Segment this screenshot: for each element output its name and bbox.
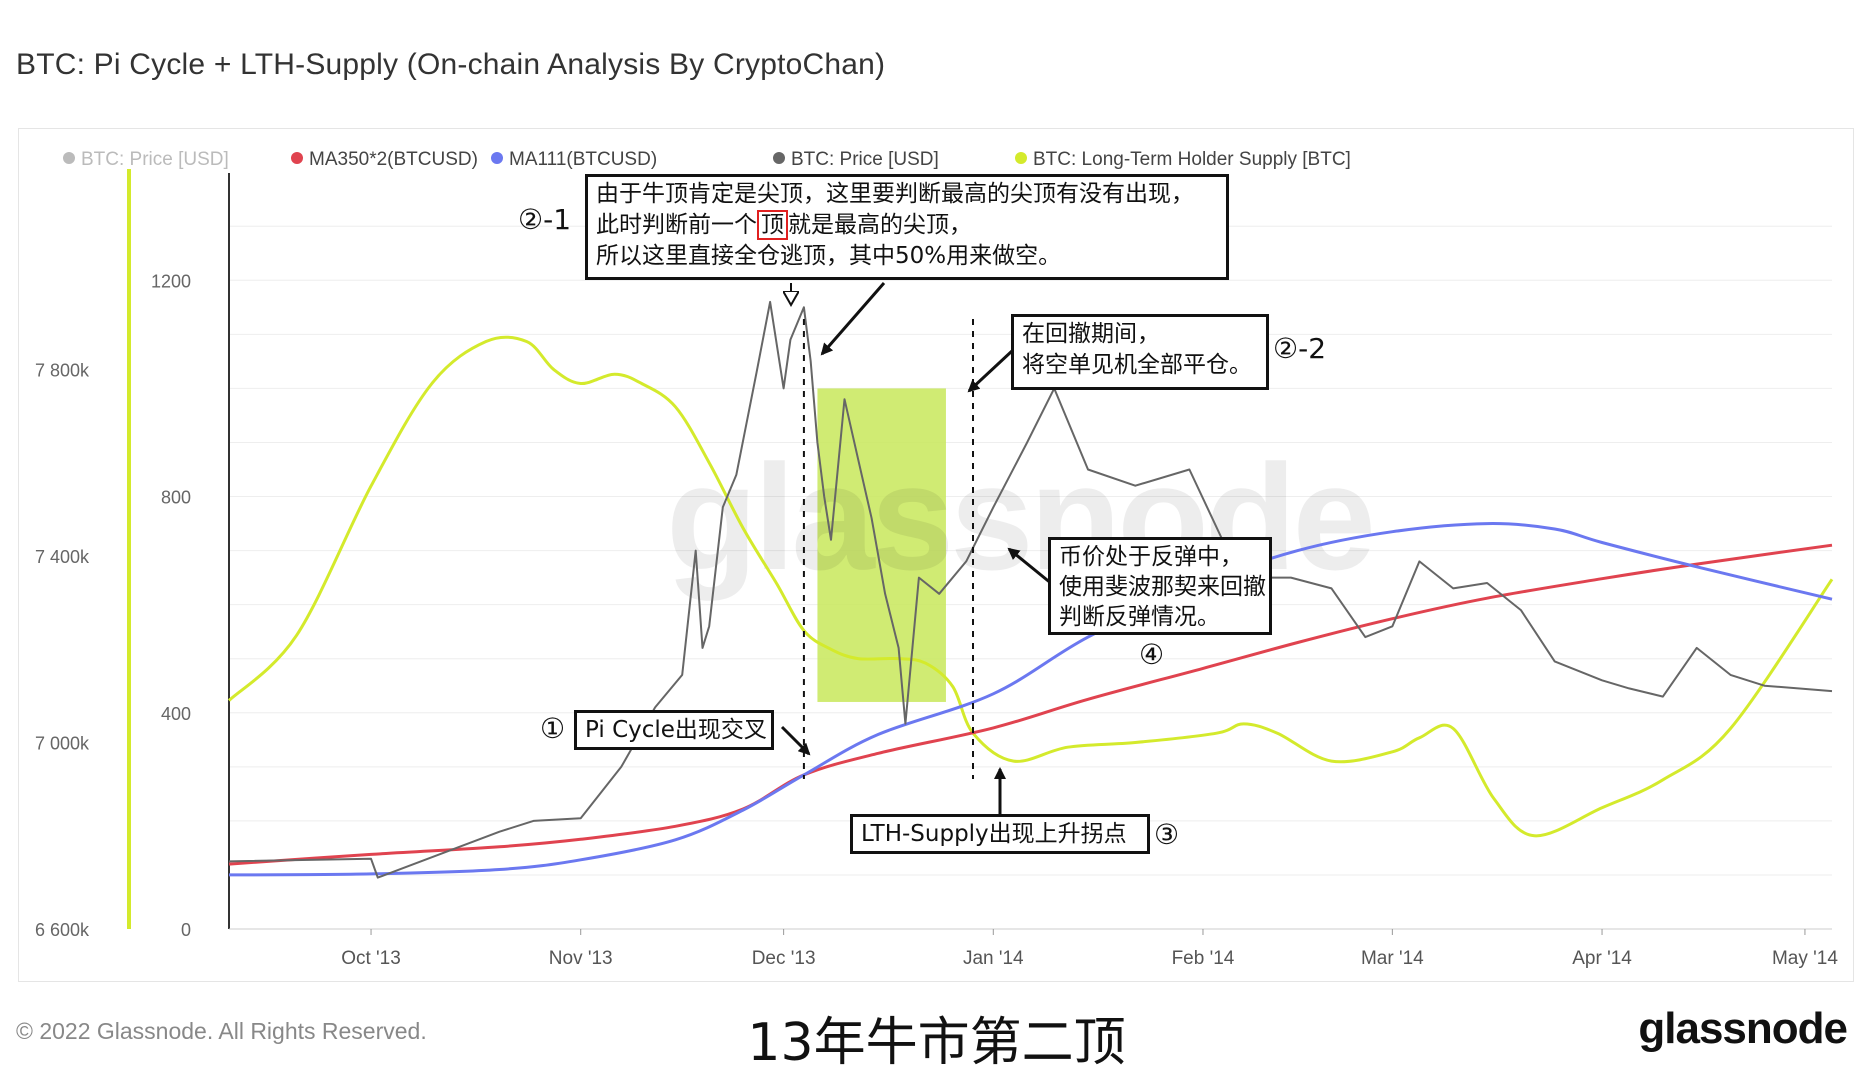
annotation-pi-cycle: Pi Cycle出现交叉 xyxy=(574,710,774,750)
price-tick-label: 1200 xyxy=(151,271,191,291)
highlight-region xyxy=(817,388,946,702)
chart-svg: BTC: Price [USD] MA350*2(BTCUSD) MA111(BTC… xyxy=(35,149,1838,969)
annotation-fibonacci: 币价处于反弹中， 使用斐波那契来回撤 判断反弹情况。 xyxy=(1048,537,1272,635)
legend-label-4: BTC: Long-Term Holder Supply [BTC] xyxy=(1033,149,1351,170)
series-ma350x2-line xyxy=(228,543,1833,866)
series-ma111-line xyxy=(228,522,1833,877)
marker-1: ① xyxy=(540,712,566,745)
annotation-fibonacci-line-2: 使用斐波那契来回撤 xyxy=(1059,574,1266,600)
x-tick-label: Jan '14 xyxy=(963,948,1024,969)
legend-dot-3 xyxy=(773,152,785,164)
series-price-line xyxy=(228,300,1833,879)
supply-tick-label: 7 400k xyxy=(35,547,90,567)
supply-tick-label: 7 800k xyxy=(35,361,90,381)
x-tick-label: Dec '13 xyxy=(752,948,816,969)
arrow-close-shorts xyxy=(967,349,1014,393)
page-title: BTC: Pi Cycle + LTH-Supply (On-chain Ana… xyxy=(16,48,886,81)
x-tick-label: May '14 xyxy=(1772,948,1838,969)
marker-2-1: ②-1 xyxy=(518,203,572,236)
price-tick-label: 0 xyxy=(181,920,191,940)
price-tick-label: 800 xyxy=(161,488,191,508)
legend-dot-0 xyxy=(63,152,75,164)
x-tick-label: Mar '14 xyxy=(1361,948,1424,969)
series-lth-line xyxy=(227,335,1834,838)
arrow-to-second-top xyxy=(820,282,886,356)
annotation-lth-supply-line-1: LTH-Supply出现上升拐点 xyxy=(861,821,1127,847)
annotation-fibonacci-line-3: 判断反弹情况。 xyxy=(1059,604,1220,630)
x-tick-label: Apr '14 xyxy=(1572,948,1632,969)
annotation-top-exit-line-1: 由于牛顶肯定是尖顶，这里要判断最高的尖顶有没有出现， xyxy=(596,181,1194,207)
legend-label-1: MA350*2(BTCUSD) xyxy=(309,149,478,170)
x-tick-label: Nov '13 xyxy=(549,948,613,969)
legend-dot-1 xyxy=(291,152,303,164)
annotation-top-exit: 由于牛顶肯定是尖顶，这里要判断最高的尖顶有没有出现， 此时判断前一个顶就是最高的… xyxy=(585,174,1229,280)
footer-logo: glassnode xyxy=(1638,1004,1848,1053)
legend-dot-2 xyxy=(491,152,503,164)
annotation-top-exit-line-2: 此时判断前一个顶就是最高的尖顶， xyxy=(596,210,972,240)
annotation-close-shorts-line-2: 将空单见机全部平仓。 xyxy=(1022,352,1252,378)
legend-label-0: BTC: Price [USD] xyxy=(81,149,229,170)
supply-tick-label: 7 000k xyxy=(35,734,90,754)
arrow-rebound xyxy=(1007,547,1053,586)
arrow-pi-cycle-cross xyxy=(780,725,811,756)
marker-2-2: ②-2 xyxy=(1273,332,1327,365)
boxed-word: 顶 xyxy=(757,210,788,240)
legend-label-3: BTC: Price [USD] xyxy=(791,149,939,170)
footer-copyright: © 2022 Glassnode. All Rights Reserved. xyxy=(16,1018,427,1044)
x-tick-label: Feb '14 xyxy=(1172,948,1235,969)
marker-4: ④ xyxy=(1139,638,1165,671)
price-tick-label: 400 xyxy=(161,704,191,724)
annotation-lth-supply: LTH-Supply出现上升拐点 xyxy=(850,814,1150,854)
legend-dot-4 xyxy=(1015,152,1027,164)
annotation-close-shorts: 在回撤期间， 将空单见机全部平仓。 xyxy=(1011,314,1269,390)
legend-label-2: MA111(BTCUSD) xyxy=(509,149,657,170)
annotation-fibonacci-line-1: 币价处于反弹中， xyxy=(1059,544,1243,570)
supply-tick-label: 6 600k xyxy=(35,920,90,940)
chart-frame: BTC: Price [USD] MA350*2(BTCUSD) MA111(BTC… xyxy=(18,128,1854,982)
x-tick-label: Oct '13 xyxy=(341,948,401,969)
marker-3: ③ xyxy=(1154,818,1180,851)
annotation-top-exit-line-3: 所以这里直接全仓逃顶，其中50%用来做空。 xyxy=(596,243,1062,269)
footer-caption: 13年牛市第二顶 xyxy=(747,1013,1126,1073)
annotation-pi-cycle-line-1: Pi Cycle出现交叉 xyxy=(585,717,767,743)
annotation-close-shorts-line-1: 在回撤期间， xyxy=(1022,321,1160,347)
